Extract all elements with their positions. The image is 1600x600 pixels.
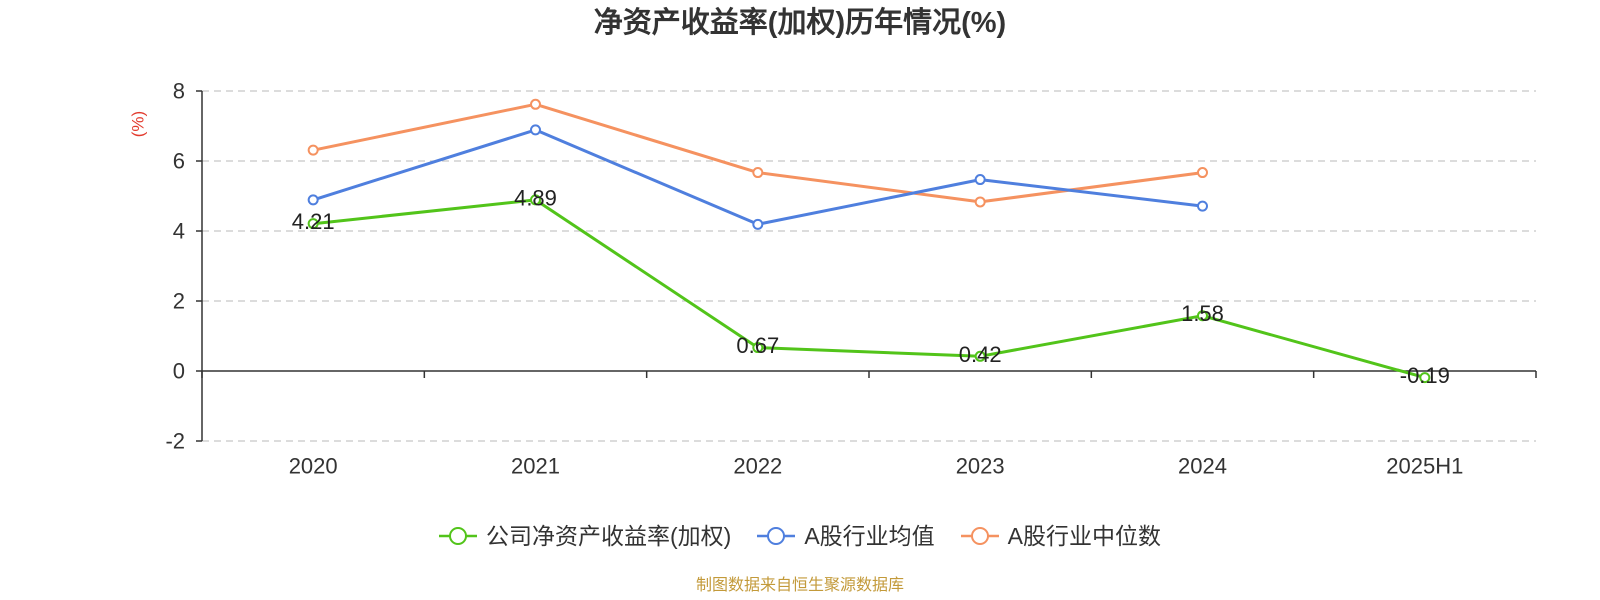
data-point xyxy=(752,167,764,179)
data-point xyxy=(307,218,319,230)
legend-label: A股行业均值 xyxy=(804,523,935,549)
data-point xyxy=(1419,372,1431,384)
legend-line-circle-icon xyxy=(757,527,796,545)
x-tick-label: 2022 xyxy=(733,454,782,479)
data-label: 4.21 xyxy=(292,209,335,234)
legend-item-company-roe[interactable]: 公司净资产收益率(加权) xyxy=(438,521,732,551)
data-point xyxy=(307,144,319,156)
data-point xyxy=(974,350,986,362)
x-tick-label: 2024 xyxy=(1178,454,1227,479)
legend-item-industry-mean[interactable]: A股行业均值 xyxy=(757,521,935,551)
legend-label: 公司净资产收益率(加权) xyxy=(485,523,732,549)
y-tick-label: -2 xyxy=(165,429,185,454)
data-point xyxy=(530,124,541,136)
series-line-0 xyxy=(311,198,1427,380)
data-label: 0.67 xyxy=(736,333,779,358)
data-label: -0.19 xyxy=(1400,363,1450,388)
data-point xyxy=(752,218,764,230)
data-point xyxy=(530,98,541,110)
data-label: 4.89 xyxy=(514,185,557,210)
legend-line-circle-icon xyxy=(960,527,999,545)
data-label: 1.58 xyxy=(1181,301,1224,326)
x-tick-label: 2023 xyxy=(956,454,1005,479)
y-tick-label: 6 xyxy=(173,149,185,174)
legend-item-industry-median[interactable]: A股行业中位数 xyxy=(960,521,1161,551)
y-tick-label: 4 xyxy=(173,219,185,244)
y-tick-label: 8 xyxy=(173,79,185,104)
data-point xyxy=(752,342,764,354)
x-tick-label: 2025H1 xyxy=(1386,454,1463,479)
series-line-2 xyxy=(311,102,1204,204)
data-point xyxy=(974,196,986,208)
data-point xyxy=(1197,200,1208,212)
chart-title: 净资产收益率(加权)历年情况(%) xyxy=(593,7,1007,39)
y-tick-label: 2 xyxy=(173,289,185,314)
y-axis-title: (%) xyxy=(129,111,148,137)
x-tick-label: 2021 xyxy=(511,454,560,479)
data-point xyxy=(974,174,986,186)
legend-line-circle-icon xyxy=(438,527,477,545)
y-tick-label: 0 xyxy=(173,359,185,384)
source-note: 制图数据来自恒生聚源数据库 xyxy=(695,577,904,594)
data-point xyxy=(530,194,541,206)
data-point xyxy=(1197,310,1208,322)
data-label: 0.42 xyxy=(959,342,1002,367)
data-point xyxy=(307,194,319,206)
x-tick-label: 2020 xyxy=(289,454,338,479)
chart-legend: 公司净资产收益率(加权) A股行业均值 A股行业中位数 xyxy=(0,518,1600,554)
legend-label: A股行业中位数 xyxy=(1007,523,1161,549)
data-point xyxy=(1197,167,1208,179)
